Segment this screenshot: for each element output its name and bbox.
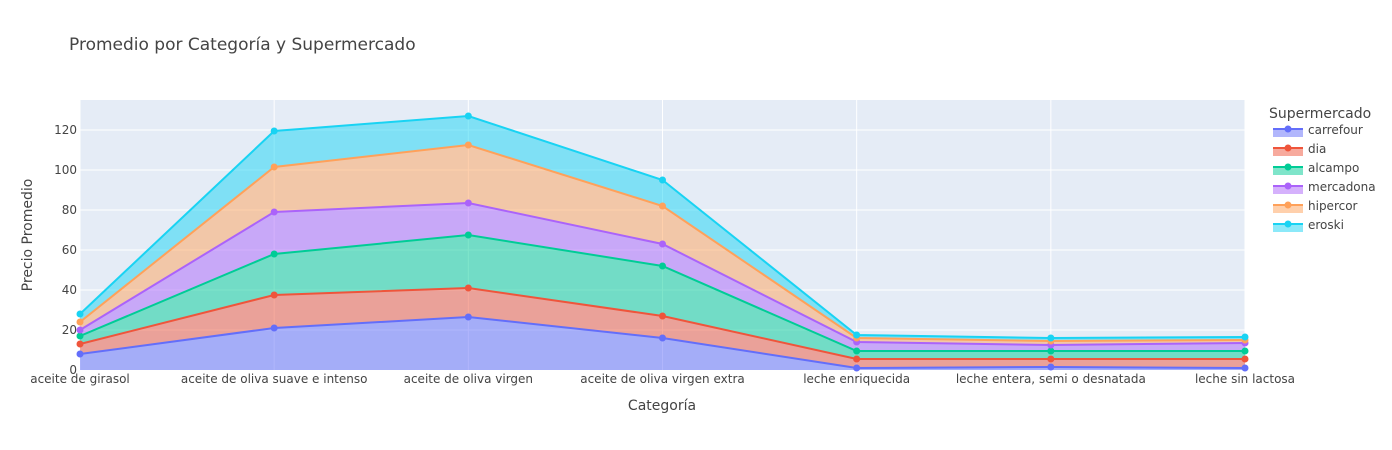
point-hipercor[interactable] xyxy=(464,141,472,149)
y-tick-label: 100 xyxy=(54,163,77,177)
legend[interactable]: carrefour dia alcampo mercadona hipercor eros… xyxy=(1273,123,1376,232)
point-alcampo[interactable] xyxy=(464,231,472,239)
point-alcampo[interactable] xyxy=(1241,347,1249,355)
legend-label: dia xyxy=(1308,142,1326,156)
point-carrefour[interactable] xyxy=(1047,363,1055,371)
legend-swatch xyxy=(1273,186,1303,194)
point-eroski[interactable] xyxy=(853,331,861,339)
legend-swatch xyxy=(1273,167,1303,175)
point-hipercor[interactable] xyxy=(76,318,84,326)
point-dia[interactable] xyxy=(659,312,666,320)
legend-item-alcampo[interactable]: alcampo xyxy=(1273,161,1359,175)
point-eroski[interactable] xyxy=(659,176,666,184)
legend-marker xyxy=(1284,144,1292,152)
point-mercadona[interactable] xyxy=(270,208,278,216)
legend-marker xyxy=(1284,220,1292,228)
x-tick-label: leche enriquecida xyxy=(803,372,910,386)
legend-item-hipercor[interactable]: hipercor xyxy=(1273,199,1358,213)
point-alcampo[interactable] xyxy=(659,262,666,270)
legend-marker xyxy=(1284,125,1292,133)
area-carrefour xyxy=(80,317,1245,370)
y-tick-label: 120 xyxy=(54,123,77,137)
point-dia[interactable] xyxy=(76,340,84,348)
legend-label: mercadona xyxy=(1308,180,1376,194)
point-eroski[interactable] xyxy=(464,112,472,120)
legend-swatch xyxy=(1273,205,1303,213)
series-points xyxy=(76,112,1249,372)
point-carrefour[interactable] xyxy=(1241,364,1249,372)
legend-swatch xyxy=(1273,129,1303,137)
y-tick-label: 0 xyxy=(69,363,77,377)
chart-title: Promedio por Categoría y Supermercado xyxy=(69,35,416,55)
point-eroski[interactable] xyxy=(270,127,278,135)
legend-item-carrefour[interactable]: carrefour xyxy=(1273,123,1363,137)
legend-label: alcampo xyxy=(1308,161,1359,175)
legend-item-dia[interactable]: dia xyxy=(1273,142,1326,156)
point-eroski[interactable] xyxy=(1241,333,1249,341)
x-axis-ticks: aceite de girasol aceite de oliva suave e… xyxy=(30,372,1295,386)
point-dia[interactable] xyxy=(1241,355,1249,363)
point-alcampo[interactable] xyxy=(76,332,84,340)
legend-marker xyxy=(1284,201,1292,209)
legend-swatch xyxy=(1273,224,1303,232)
point-carrefour[interactable] xyxy=(464,313,472,321)
legend-item-mercadona[interactable]: mercadona xyxy=(1273,180,1376,194)
point-alcampo[interactable] xyxy=(1047,347,1055,355)
y-tick-label: 20 xyxy=(62,323,77,337)
x-tick-label: leche sin lactosa xyxy=(1195,372,1295,386)
y-axis-ticks: 0 20 40 60 80 100 120 xyxy=(54,123,77,377)
point-carrefour[interactable] xyxy=(853,364,861,372)
x-tick-label: aceite de girasol xyxy=(30,372,130,386)
legend-marker xyxy=(1284,163,1292,171)
legend-label: eroski xyxy=(1308,218,1344,232)
point-carrefour[interactable] xyxy=(270,324,278,332)
point-alcampo[interactable] xyxy=(270,250,278,258)
point-dia[interactable] xyxy=(1047,355,1055,363)
point-hipercor[interactable] xyxy=(270,163,278,171)
x-axis-title: Categoría xyxy=(628,398,696,414)
point-carrefour[interactable] xyxy=(659,334,666,342)
point-eroski[interactable] xyxy=(76,310,84,318)
y-tick-label: 60 xyxy=(62,243,77,257)
point-alcampo[interactable] xyxy=(853,347,861,355)
x-tick-label: aceite de oliva virgen extra xyxy=(580,372,745,386)
y-axis-title: Precio Promedio xyxy=(20,179,36,292)
point-eroski[interactable] xyxy=(1047,334,1055,342)
y-tick-label: 80 xyxy=(62,203,77,217)
point-dia[interactable] xyxy=(270,291,278,299)
point-hipercor[interactable] xyxy=(659,202,666,210)
legend-swatch xyxy=(1273,148,1303,156)
x-tick-label: aceite de oliva suave e intenso xyxy=(181,372,368,386)
area-mercadona xyxy=(80,203,1245,351)
area-layers xyxy=(80,116,1245,370)
legend-title: Supermercado xyxy=(1269,106,1371,122)
area-hipercor xyxy=(80,145,1245,345)
point-carrefour[interactable] xyxy=(76,350,84,358)
point-mercadona[interactable] xyxy=(659,240,666,248)
legend-label: hipercor xyxy=(1308,199,1358,213)
x-tick-label: aceite de oliva virgen xyxy=(404,372,533,386)
area-alcampo xyxy=(80,235,1245,359)
legend-label: carrefour xyxy=(1308,123,1363,137)
area-dia xyxy=(80,288,1245,368)
y-tick-label: 40 xyxy=(62,283,77,297)
point-dia[interactable] xyxy=(464,284,472,292)
x-tick-label: leche entera, semi o desnatada xyxy=(956,372,1146,386)
point-mercadona[interactable] xyxy=(464,199,472,207)
legend-marker xyxy=(1284,182,1292,190)
legend-item-eroski[interactable]: eroski xyxy=(1273,218,1344,232)
point-mercadona[interactable] xyxy=(76,326,84,334)
point-dia[interactable] xyxy=(853,355,861,363)
